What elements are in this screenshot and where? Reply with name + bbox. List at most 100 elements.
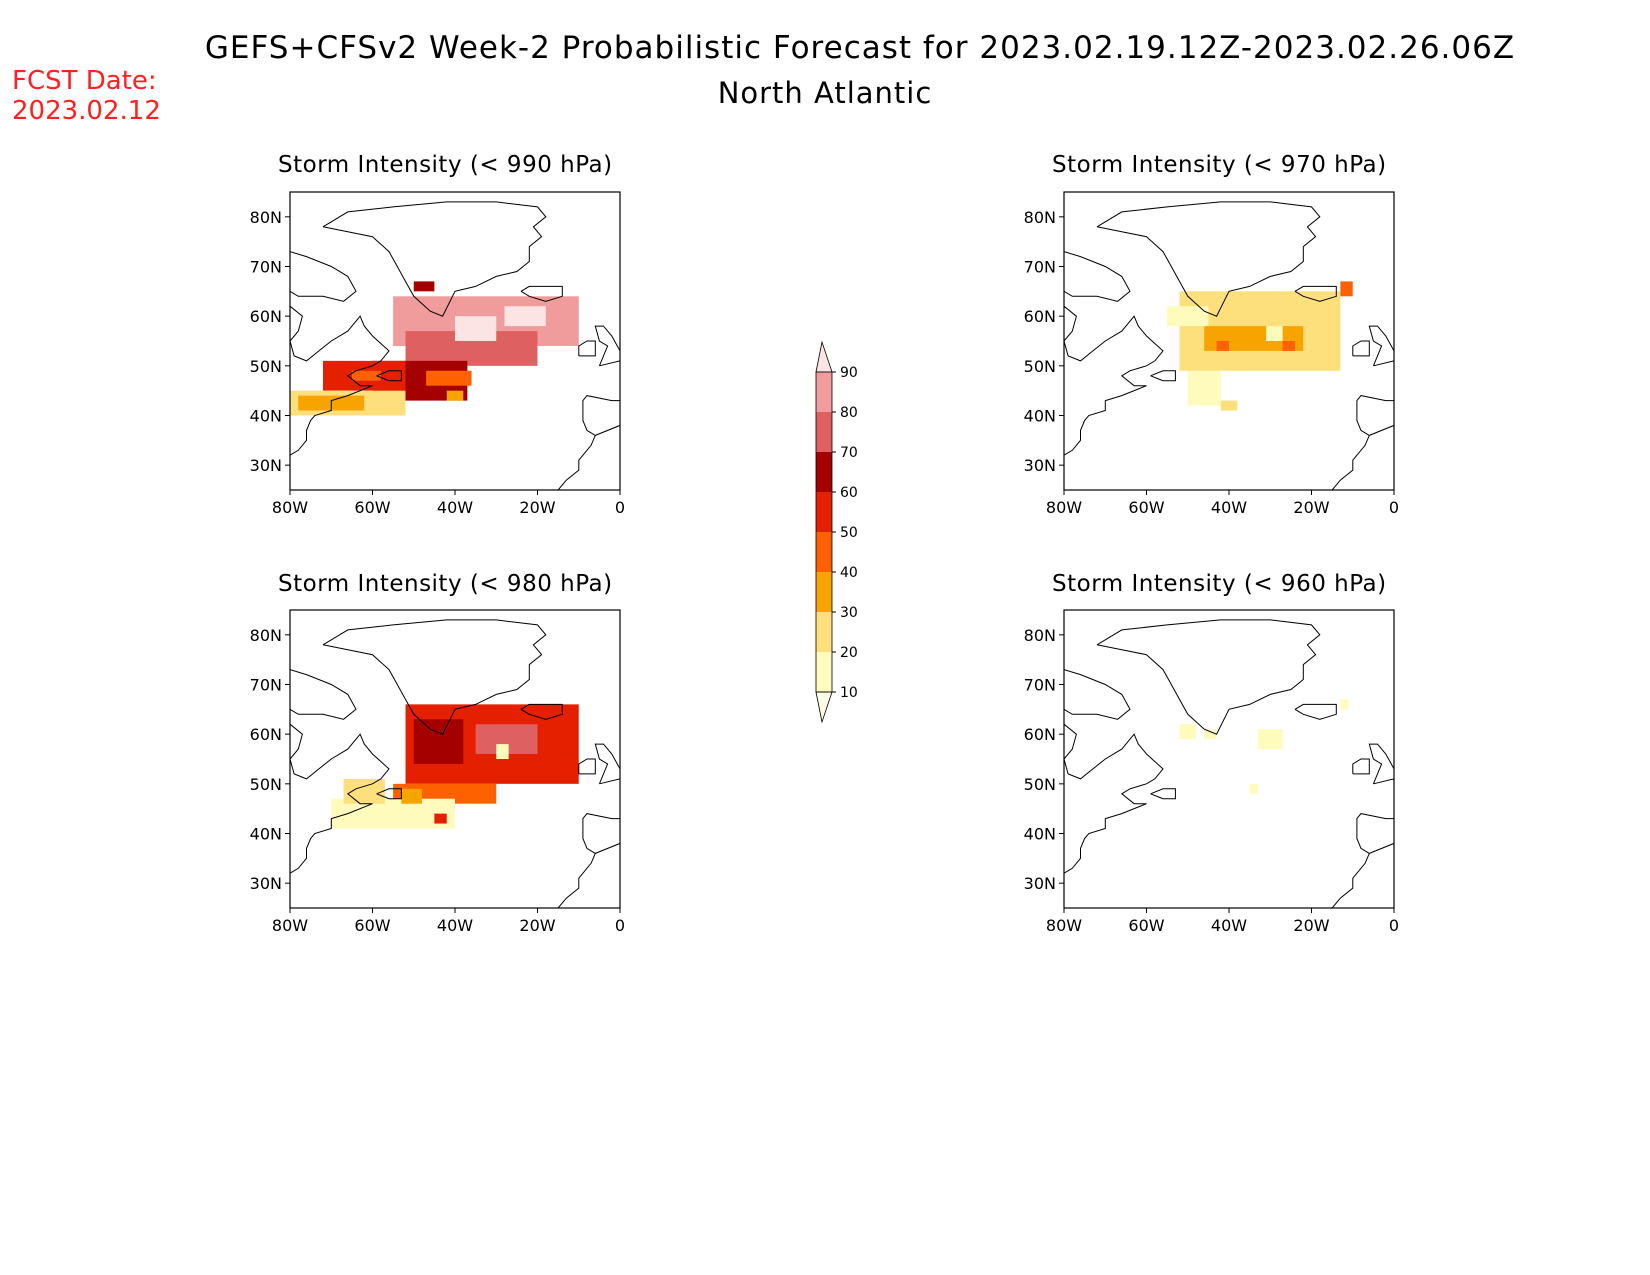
lat-tick-label: 70N — [1024, 258, 1056, 277]
colorbar-label: 50 — [840, 525, 858, 541]
probability-cell — [455, 316, 497, 341]
coastline — [1150, 788, 1176, 800]
colorbar-segment — [816, 532, 832, 572]
lat-tick-label: 30N — [250, 456, 282, 475]
region-subtitle: North Atlantic — [717, 76, 933, 110]
colorbar-label: 20 — [840, 645, 858, 661]
coastline — [376, 788, 402, 800]
map-panel-970: 80N 70N 60N 50N 40N 30N 80W 60W 40W 20W 0 — [1024, 191, 1399, 517]
colorbar-label: 60 — [840, 485, 858, 501]
colorbar-label: 70 — [840, 445, 858, 461]
probability-cell — [1340, 699, 1349, 710]
lat-tick-label: 70N — [250, 258, 282, 277]
colorbar-label: 40 — [840, 565, 858, 581]
probability-cell — [1187, 370, 1221, 406]
lat-tick-label: 40N — [250, 825, 282, 844]
coastline — [322, 619, 547, 735]
lat-tick-label: 50N — [1024, 775, 1056, 794]
coastline — [520, 703, 563, 720]
panel-title-990: Storm Intensity (< 990 hPa) — [278, 152, 613, 178]
colorbar-segment — [816, 492, 832, 532]
lon-tick-label: 60W — [1128, 916, 1164, 935]
lat-tick-label: 80N — [1024, 208, 1056, 227]
fcst-date-label: FCST Date: — [12, 66, 157, 96]
colorbar-label: 80 — [840, 405, 858, 421]
lat-tick-label: 60N — [1024, 307, 1056, 326]
probability-cell — [1340, 281, 1353, 297]
colorbar-segment — [816, 652, 832, 692]
lon-tick-label: 20W — [1293, 916, 1329, 935]
probability-cell — [1204, 729, 1217, 740]
lon-tick-label: 20W — [519, 498, 555, 517]
lat-tick-label: 50N — [250, 357, 282, 376]
coastline — [290, 305, 390, 456]
coastline — [376, 370, 402, 382]
colorbar-segment — [816, 372, 832, 412]
probability-cell — [1179, 724, 1196, 740]
coastline — [1150, 370, 1176, 382]
lon-tick-label: 60W — [354, 498, 390, 517]
lon-tick-label: 80W — [1046, 498, 1082, 517]
lat-tick-label: 40N — [1024, 825, 1056, 844]
probability-cell — [1249, 783, 1258, 794]
lat-tick-label: 50N — [250, 775, 282, 794]
coastline — [1064, 251, 1131, 302]
probability-cell — [1216, 341, 1229, 351]
map-panel-980: 80N 70N 60N 50N 40N 30N 80W 60W 40W 20W 0 — [250, 609, 625, 935]
coastline — [290, 251, 357, 302]
colorbar: 10 20 30 40 50 60 70 80 90 — [815, 340, 858, 724]
probability-cell — [1220, 400, 1238, 411]
lon-tick-label: 40W — [437, 498, 473, 517]
coastline — [1064, 305, 1164, 456]
lon-tick-label: 40W — [437, 916, 473, 935]
probability-cell — [496, 744, 509, 759]
lon-tick-label: 40W — [1211, 916, 1247, 935]
coastline — [594, 325, 620, 367]
probability-cell — [413, 719, 464, 764]
probability-cell — [1266, 326, 1283, 341]
coastline — [578, 758, 596, 775]
coastline — [582, 395, 620, 436]
coastline — [290, 723, 390, 874]
lat-tick-label: 60N — [250, 725, 282, 744]
colorbar-segment — [816, 572, 832, 612]
lon-tick-label: 80W — [272, 916, 308, 935]
coastline — [594, 743, 620, 785]
coastline — [1294, 703, 1337, 720]
lon-tick-label: 80W — [272, 498, 308, 517]
coastline — [1352, 340, 1370, 357]
coastline — [557, 853, 596, 908]
probability-cell — [401, 788, 422, 804]
coastline — [1368, 743, 1394, 785]
map-panel-990: 80N 70N 60N 50N 40N 30N 80W 60W 40W 20W 0 — [250, 191, 625, 517]
colorbar-segment — [816, 412, 832, 452]
coastline — [557, 435, 596, 490]
lon-tick-label: 40W — [1211, 498, 1247, 517]
colorbar-segment — [816, 452, 832, 492]
colorbar-label: 30 — [840, 605, 858, 621]
lon-tick-label: 60W — [354, 916, 390, 935]
coastline — [1356, 813, 1394, 854]
probability-cell — [351, 370, 381, 381]
probability-cell — [434, 813, 447, 824]
coastline — [290, 669, 357, 720]
probability-cell — [1257, 729, 1283, 750]
coastline — [1064, 669, 1131, 720]
lat-tick-label: 70N — [1024, 676, 1056, 695]
lon-tick-label: 0 — [1389, 498, 1399, 517]
lat-tick-label: 30N — [1024, 456, 1056, 475]
lon-tick-label: 20W — [1293, 498, 1329, 517]
colorbar-label: 90 — [840, 365, 858, 381]
lat-tick-label: 80N — [250, 626, 282, 645]
coastline — [582, 813, 620, 854]
lat-tick-label: 30N — [250, 874, 282, 893]
coastline — [520, 285, 563, 302]
colorbar-bottom-extension — [815, 691, 833, 724]
lat-tick-label: 60N — [250, 307, 282, 326]
coastline — [1064, 723, 1164, 874]
probability-cell — [504, 306, 546, 327]
lat-tick-label: 60N — [1024, 725, 1056, 744]
coastline — [1368, 325, 1394, 367]
colorbar-label: 10 — [840, 685, 858, 701]
probability-cell — [1167, 306, 1209, 327]
